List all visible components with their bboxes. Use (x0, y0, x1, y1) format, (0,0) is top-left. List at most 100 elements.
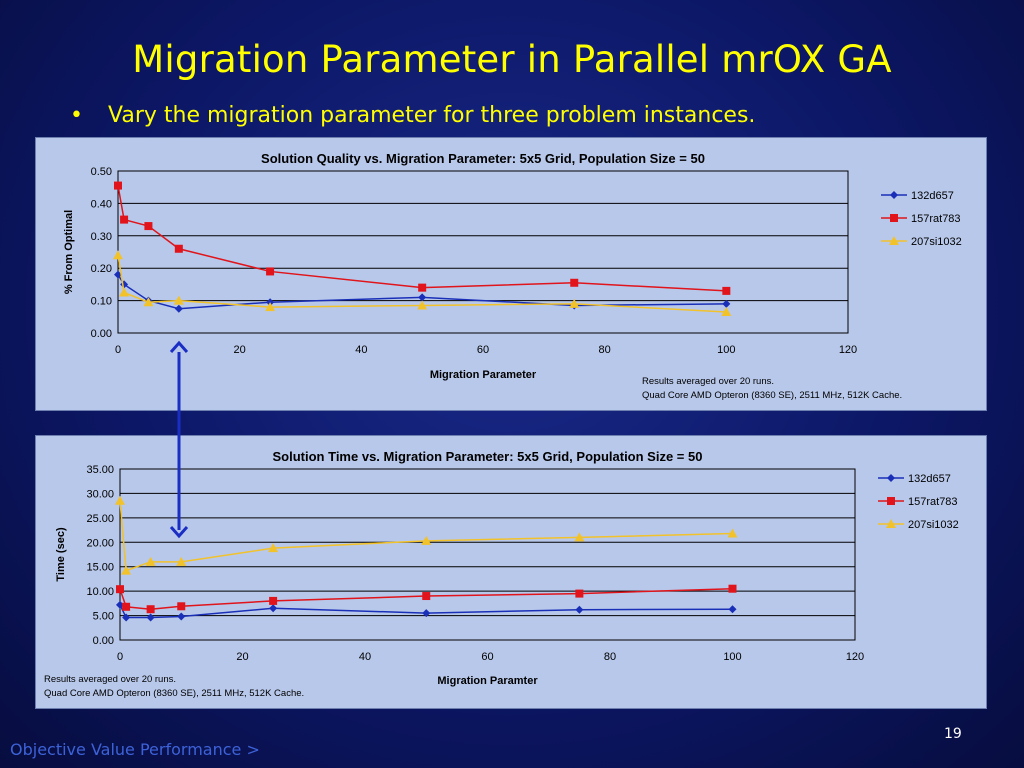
data-point (265, 302, 276, 312)
x-tick-label: 40 (359, 651, 371, 663)
y-axis-label: % From Optimal (63, 210, 75, 294)
legend-label: 132d657 (911, 190, 954, 202)
data-point (116, 600, 124, 609)
y-tick-label: 35.00 (86, 464, 114, 476)
data-point (144, 222, 153, 231)
time-chart-panel: Solution Time vs. Migration Parameter: 5… (35, 435, 987, 709)
x-tick-label: 120 (846, 651, 864, 663)
legend-marker (890, 191, 898, 199)
y-tick-label: 30.00 (86, 488, 114, 500)
data-point (269, 604, 278, 613)
x-tick-label: 40 (355, 344, 367, 356)
legend-item-132d657: 132d657 (878, 473, 951, 485)
data-point (114, 270, 122, 279)
chart-title: Solution Quality vs. Migration Parameter… (261, 151, 705, 166)
y-tick-label: 25.00 (86, 513, 114, 525)
data-point (269, 596, 278, 605)
data-point (120, 280, 129, 289)
data-point (121, 565, 132, 575)
data-point (569, 298, 580, 308)
series-132d657 (116, 600, 737, 622)
data-point (119, 287, 130, 297)
data-point (122, 613, 131, 622)
data-point (120, 215, 129, 224)
bullet-point: • Vary the migration parameter for three … (70, 103, 755, 128)
plot-area (117, 170, 849, 334)
data-point (722, 286, 731, 295)
y-tick-label: 0.40 (91, 198, 112, 210)
data-point (173, 295, 184, 305)
series-line (119, 587, 733, 610)
series-line (117, 255, 727, 313)
x-tick-label: 100 (723, 651, 741, 663)
data-point (146, 613, 155, 622)
chart-note: Quad Core AMD Opteron (8360 SE), 2511 MH… (642, 390, 902, 401)
data-point (115, 495, 125, 505)
legend-label: 132d657 (908, 473, 951, 485)
x-tick-label: 0 (117, 651, 123, 663)
legend-marker (889, 236, 899, 245)
x-tick-label: 120 (839, 344, 857, 356)
data-point (174, 304, 183, 313)
legend-label: 157rat783 (908, 496, 958, 508)
x-tick-label: 80 (599, 344, 611, 356)
x-axis-label: Migration Paramter (437, 675, 538, 687)
series-line (119, 500, 733, 572)
chart-note: Results averaged over 20 runs. (44, 674, 176, 685)
y-tick-label: 0.50 (91, 166, 112, 178)
data-point (177, 602, 186, 611)
plot-area (119, 468, 856, 641)
series-line (117, 185, 727, 292)
x-tick-label: 20 (234, 344, 246, 356)
series-line (119, 604, 733, 619)
chart-note: Results averaged over 20 runs. (642, 376, 774, 387)
x-axis-label: Migration Parameter (430, 369, 537, 381)
data-point (421, 535, 432, 545)
y-tick-label: 0.00 (91, 328, 112, 340)
legend-marker (886, 519, 896, 528)
data-point (174, 244, 183, 253)
data-point (146, 605, 155, 614)
legend-item-207si1032: 207si1032 (878, 519, 959, 531)
data-point (417, 300, 428, 310)
legend-item-132d657: 132d657 (881, 190, 954, 202)
data-point (116, 585, 124, 594)
legend-marker (890, 214, 898, 222)
x-tick-label: 60 (477, 344, 489, 356)
quality-chart: Solution Quality vs. Migration Parameter… (63, 151, 962, 401)
legend-item-207si1032: 207si1032 (881, 236, 962, 248)
data-point (422, 592, 431, 601)
slide-title: Migration Parameter in Parallel mrOX GA (132, 38, 892, 81)
data-point (728, 584, 737, 593)
series-157rat783 (114, 181, 731, 295)
data-point (728, 605, 737, 614)
data-point (266, 267, 275, 276)
bullet-symbol: • (70, 103, 83, 128)
x-tick-label: 80 (604, 651, 616, 663)
data-point (113, 250, 123, 260)
series-207si1032 (113, 250, 732, 316)
x-tick-label: 60 (481, 651, 493, 663)
y-tick-label: 0.20 (91, 263, 112, 275)
data-point (575, 589, 584, 598)
objective-value-performance-link[interactable]: Objective Value Performance > (10, 740, 260, 759)
data-point (727, 528, 738, 538)
quality-chart-panel: Solution Quality vs. Migration Parameter… (35, 137, 987, 411)
legend-label: 207si1032 (908, 519, 959, 531)
x-tick-label: 0 (115, 344, 121, 356)
data-point (145, 556, 156, 566)
data-point (570, 278, 579, 287)
data-point (122, 602, 131, 611)
data-point (176, 556, 187, 566)
data-point (268, 543, 279, 553)
data-point (574, 532, 585, 542)
data-point (143, 297, 154, 307)
y-tick-label: 0.10 (91, 296, 112, 308)
data-point (721, 306, 732, 316)
bullet-text: Vary the migration parameter for three p… (108, 103, 756, 128)
data-point (177, 612, 186, 621)
legend-label: 207si1032 (911, 236, 962, 248)
y-tick-label: 5.00 (93, 611, 114, 623)
chart-note: Quad Core AMD Opteron (8360 SE), 2511 MH… (44, 688, 304, 699)
chart-title: Solution Time vs. Migration Parameter: 5… (273, 449, 703, 464)
